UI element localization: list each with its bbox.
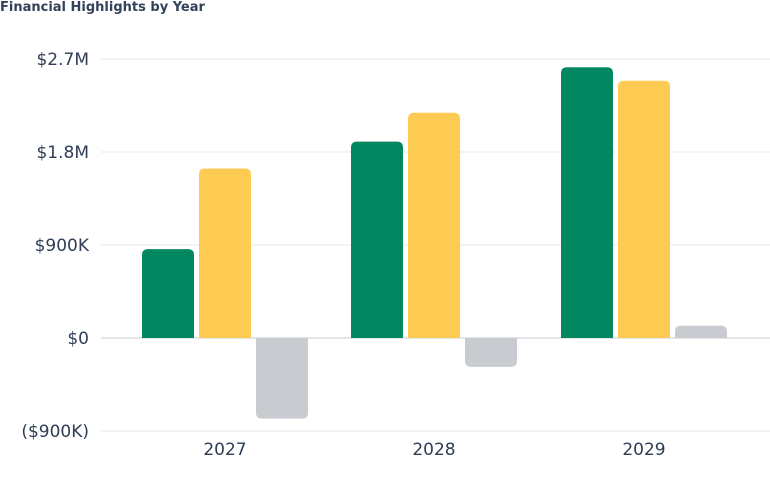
- bar-2027-series-2: [199, 168, 251, 338]
- bar-2028-series-3: [465, 338, 517, 367]
- bar-2029-series-1: [561, 67, 613, 339]
- bar-2027-series-1: [142, 249, 194, 338]
- bar-2028-series-1: [351, 141, 403, 338]
- x-tick-label: 2027: [203, 440, 246, 460]
- y-tick-label: $0: [67, 329, 89, 349]
- x-tick-label: 2028: [412, 440, 455, 460]
- y-tick-label: $1.8M: [36, 143, 89, 163]
- x-tick-label: 2029: [622, 440, 665, 460]
- y-tick-label: $2.7M: [36, 50, 89, 70]
- y-tick-label: ($900K): [21, 422, 89, 442]
- bar-2029-series-2: [618, 80, 670, 338]
- y-tick-label: $900K: [35, 236, 90, 256]
- bar-2029-series-3: [675, 325, 727, 338]
- x-axis-tick-labels: 2027 2028 2029: [203, 440, 665, 460]
- bar-2028-series-2: [408, 112, 460, 338]
- chart-title: Financial Highlights by Year: [0, 0, 205, 15]
- bars: [142, 67, 727, 419]
- bar-2027-series-3: [256, 338, 308, 419]
- y-axis-tick-labels: $2.7M $1.8M $900K $0 ($900K): [21, 50, 90, 442]
